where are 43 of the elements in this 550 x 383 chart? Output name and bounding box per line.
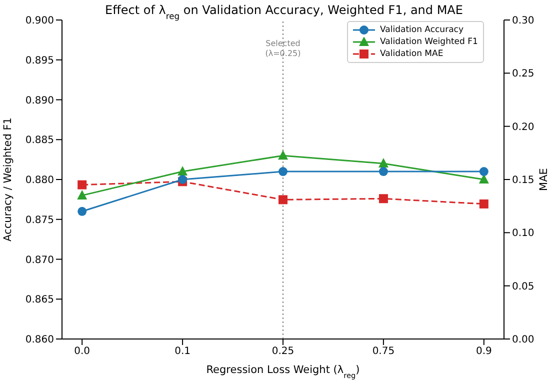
y-tick-label: 0.880: [25, 175, 54, 186]
y2-tick-label: 0.00: [512, 334, 534, 346]
y2-tick-label: 0.20: [512, 122, 534, 133]
point: [178, 166, 188, 176]
x-tick-label: 0.0: [74, 346, 90, 358]
y-tick-label: 0.865: [25, 294, 54, 306]
x-tick-label: 0.25: [272, 346, 294, 358]
y-tick-label: 0.885: [25, 135, 54, 146]
point: [78, 206, 87, 216]
legend-label: Validation Weighted F1: [380, 36, 478, 48]
x-tick-label: 0.75: [372, 346, 395, 358]
point: [378, 194, 388, 204]
x-tick-label: 0.9: [476, 346, 492, 358]
point: [278, 150, 288, 160]
y2-tick-label: 0.15: [512, 175, 534, 186]
y-tick-label: 0.860: [25, 334, 54, 346]
point: [278, 195, 288, 204]
y2-tick-label: 0.25: [512, 68, 534, 80]
chart-title: Effect of λ$_{reg}$ on Validation Accuracy, Weighted F1, and MAE: [105, 3, 463, 21]
point: [278, 167, 288, 176]
point: [479, 167, 488, 176]
point: [378, 167, 388, 176]
point: [478, 174, 489, 184]
x-axis-title: Regression Loss Weight (λ$_{reg}$): [206, 364, 360, 380]
y-tick-label: 0.895: [25, 55, 54, 66]
point: [77, 190, 88, 200]
x-tick-label: 0.1: [174, 346, 190, 358]
y-axis-title: Accuracy / Weighted F1: [2, 118, 14, 242]
y-tick-label: 0.890: [25, 95, 54, 106]
point: [479, 199, 488, 208]
y2-tick-label: 0.30: [512, 16, 534, 27]
y-tick-label: 0.870: [25, 254, 54, 266]
point: [78, 180, 87, 190]
y2-axis-title: MAE: [538, 168, 550, 191]
point: [378, 158, 388, 168]
y-tick-label: 0.900: [25, 16, 54, 27]
y2-tick-label: 0.05: [512, 281, 534, 292]
ref-line-label: Selected (λ=0.25): [265, 39, 301, 58]
y-tick-label: 0.875: [25, 214, 54, 226]
point: [178, 175, 188, 184]
y2-tick-label: 0.10: [512, 228, 534, 240]
legend-label: Validation MAE: [380, 48, 444, 60]
legend-label: Validation Accuracy: [380, 24, 464, 36]
